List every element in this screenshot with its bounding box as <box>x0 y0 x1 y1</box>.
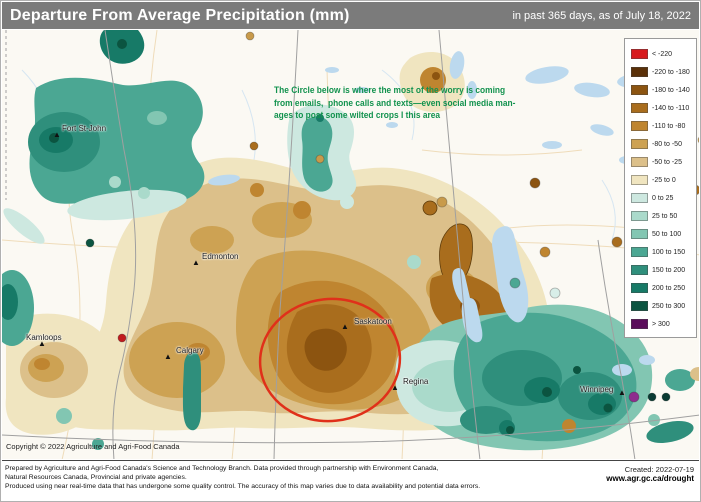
legend-label: -140 to -110 <box>652 104 690 112</box>
station-dot <box>245 31 255 41</box>
station-dot <box>249 141 259 151</box>
station-dot <box>315 154 325 164</box>
footer-notes: Prepared by Agriculture and Agri-Food Ca… <box>5 465 481 490</box>
legend-items: < -220 -220 to -180 -180 to -140 -140 to -1… <box>631 45 696 333</box>
legend-row: 250 to 300 <box>631 297 696 315</box>
station-dot <box>529 177 541 189</box>
station-dot <box>661 392 671 402</box>
source-url: www.agr.gc.ca/drought <box>606 474 694 483</box>
legend-label: 25 to 50 <box>652 212 678 220</box>
legend-row: < -220 <box>631 45 696 63</box>
legend-row: 50 to 100 <box>631 225 696 243</box>
station-dot <box>647 392 657 402</box>
legend-label: -50 to -25 <box>652 158 682 166</box>
legend-label: -110 to -80 <box>652 122 686 130</box>
city-marker-winnipeg: ▲ <box>618 388 626 397</box>
legend-row: 200 to 250 <box>631 279 696 297</box>
station-dot <box>85 238 95 248</box>
station-dot <box>697 136 699 144</box>
legend-swatch <box>631 175 648 185</box>
legend: < -220 -220 to -180 -180 to -140 -140 to -1… <box>624 38 697 338</box>
legend-row: 150 to 200 <box>631 261 696 279</box>
legend-label: 0 to 25 <box>652 194 674 202</box>
city-label-regina: Regina <box>403 377 429 386</box>
legend-row: -25 to 0 <box>631 171 696 189</box>
station-dot <box>549 287 561 299</box>
legend-label: 200 to 250 <box>652 284 686 292</box>
legend-label: -220 to -180 <box>652 68 690 76</box>
worry-annotation: The Circle below is where the most of th… <box>274 85 516 120</box>
legend-row: -50 to -25 <box>631 153 696 171</box>
legend-label: 250 to 300 <box>652 302 686 310</box>
legend-swatch <box>631 193 648 203</box>
legend-swatch <box>631 139 648 149</box>
legend-row: > 300 <box>631 315 696 333</box>
station-dot <box>117 333 127 343</box>
legend-label: < -220 <box>652 50 673 58</box>
city-marker-saskatoon: ▲ <box>341 322 349 331</box>
city-label-fort-st-john: Fort St-John <box>62 124 107 133</box>
city-label-saskatoon: Saskatoon <box>354 317 392 326</box>
legend-row: -220 to -180 <box>631 63 696 81</box>
station-dot <box>509 277 521 289</box>
legend-swatch <box>631 247 648 257</box>
map-area: The Circle below is where the most of th… <box>2 30 699 459</box>
city-marker-regina: ▲ <box>391 383 399 392</box>
copyright-text: Copyright © 2022 Agriculture and Agri-Fo… <box>6 442 180 451</box>
legend-swatch <box>631 157 648 167</box>
page-title: Departure From Average Precipitation (mm… <box>10 6 350 24</box>
legend-label: -180 to -140 <box>652 86 690 94</box>
legend-label: 100 to 150 <box>652 248 686 256</box>
city-label-calgary: Calgary <box>176 346 204 355</box>
city-label-winnipeg: Winnipeg <box>580 385 614 394</box>
city-marker-edmonton: ▲ <box>192 258 200 267</box>
precip-surplus-regions <box>2 30 699 451</box>
city-marker-fort-st-john: ▲ <box>53 130 61 139</box>
province-borders <box>2 30 699 459</box>
legend-swatch <box>631 67 648 77</box>
title-period-label: in past 365 days, as of July 18, 2022 <box>512 9 691 22</box>
legend-label: 150 to 200 <box>652 266 686 274</box>
city-marker-kamloops: ▲ <box>38 339 46 348</box>
legend-swatch <box>631 49 648 59</box>
legend-swatch <box>631 265 648 275</box>
legend-swatch <box>631 103 648 113</box>
station-dot <box>436 196 448 208</box>
city-label-kamloops: Kamloops <box>26 333 62 342</box>
station-dot <box>539 246 551 258</box>
worry-circle-annotation <box>258 297 402 423</box>
legend-swatch <box>631 301 648 311</box>
title-bar: Departure From Average Precipitation (mm… <box>2 2 699 29</box>
legend-row: -140 to -110 <box>631 99 696 117</box>
legend-label: 50 to 100 <box>652 230 682 238</box>
legend-row: -110 to -80 <box>631 117 696 135</box>
legend-label: -25 to 0 <box>652 176 676 184</box>
station-dot <box>611 236 623 248</box>
city-label-edmonton: Edmonton <box>202 252 239 261</box>
legend-swatch <box>631 211 648 221</box>
city-marker-calgary: ▲ <box>164 352 172 361</box>
legend-row: 100 to 150 <box>631 243 696 261</box>
legend-row: 0 to 25 <box>631 189 696 207</box>
legend-swatch <box>631 85 648 95</box>
legend-label: > 300 <box>652 320 670 328</box>
footer: Prepared by Agriculture and Agri-Food Ca… <box>2 460 699 501</box>
legend-swatch <box>631 121 648 131</box>
legend-label: -80 to -50 <box>652 140 682 148</box>
legend-row: -80 to -50 <box>631 135 696 153</box>
legend-swatch <box>631 229 648 239</box>
legend-row: 25 to 50 <box>631 207 696 225</box>
footer-meta: Created: 2022-07-19 www.agr.gc.ca/drough… <box>606 465 694 483</box>
station-dot <box>628 391 640 403</box>
legend-swatch <box>631 283 648 293</box>
legend-row: -180 to -140 <box>631 81 696 99</box>
legend-swatch <box>631 319 648 329</box>
created-date: Created: 2022-07-19 <box>624 465 694 474</box>
